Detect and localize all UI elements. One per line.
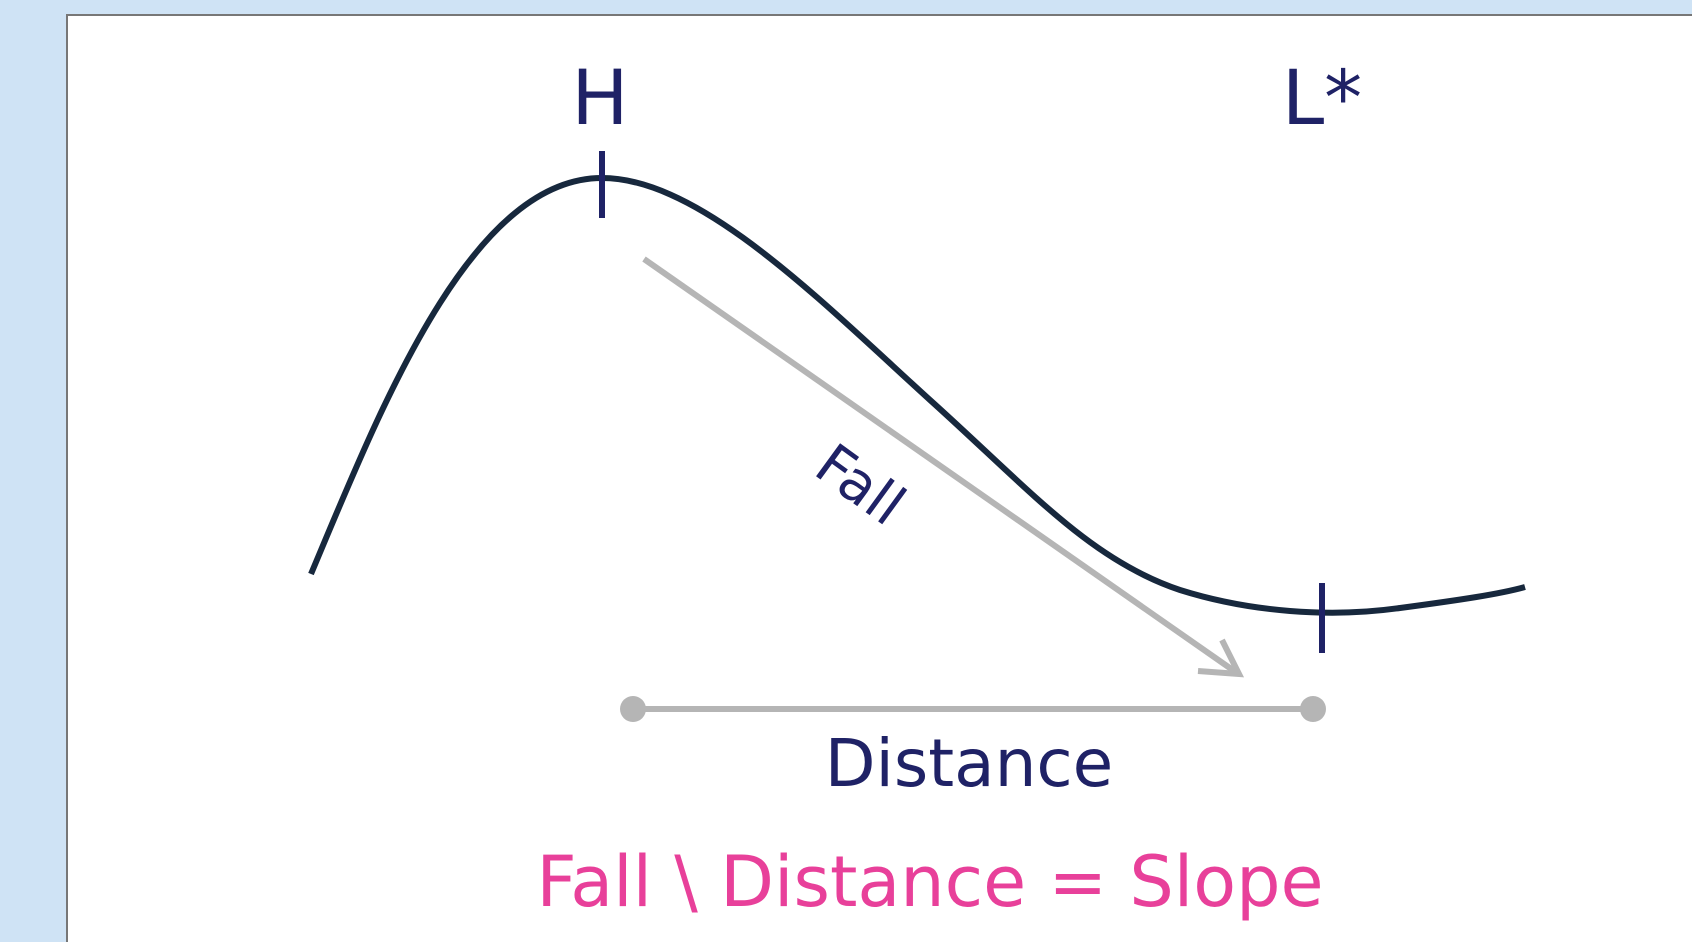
curve bbox=[308, 174, 1526, 616]
arrow-head bbox=[1197, 638, 1245, 678]
low-label: L* bbox=[1282, 53, 1362, 142]
distance-end bbox=[620, 696, 646, 722]
distance-end bbox=[1300, 696, 1326, 722]
fall-arrow bbox=[642, 256, 1239, 676]
peak-label: H bbox=[571, 53, 628, 142]
formula: Fall \ Distance = Slope bbox=[536, 841, 1323, 923]
panel bbox=[66, 14, 1692, 942]
distance-label: Distance bbox=[825, 725, 1114, 802]
